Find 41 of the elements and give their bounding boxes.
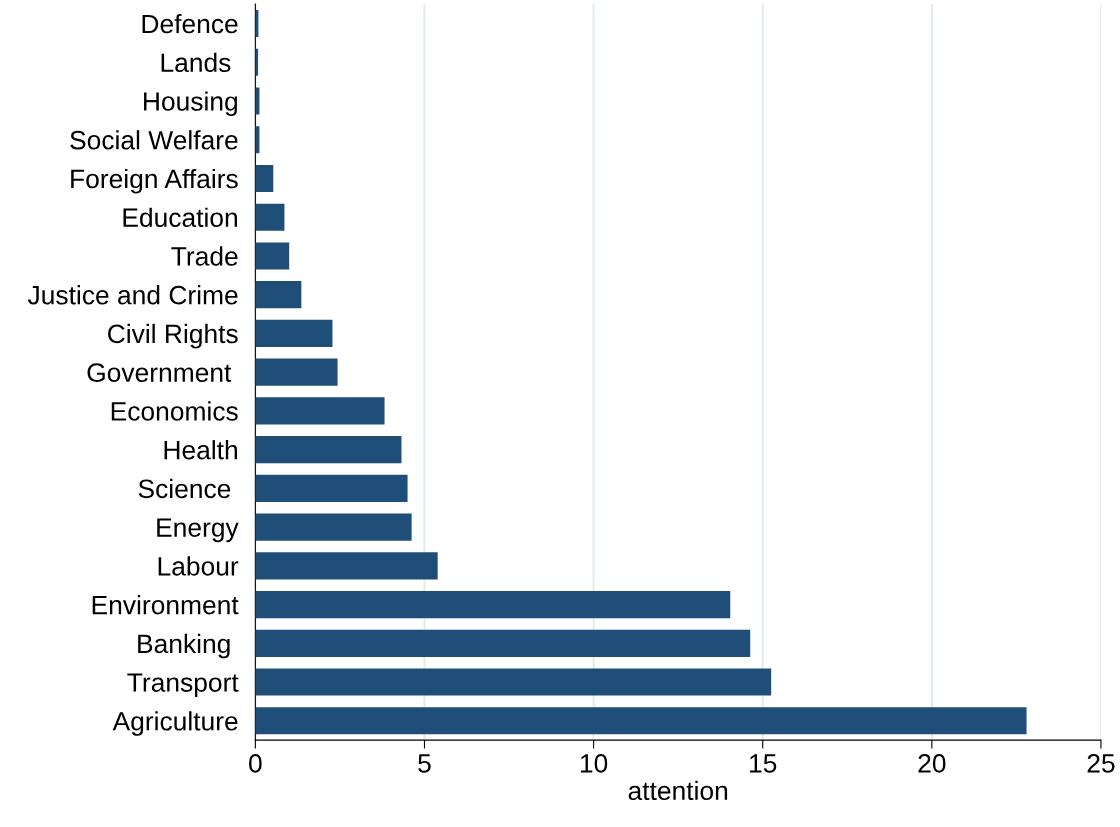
y-tick-label: Economics	[111, 401, 238, 421]
y-tick-label: Energy	[157, 518, 239, 543]
bar	[255, 474, 408, 502]
y-tick-label: Foreign Affairs	[71, 168, 238, 194]
bar	[255, 707, 1027, 735]
bar	[255, 513, 412, 541]
y-tick-label: Government	[87, 363, 232, 382]
y-tick-label: Lands	[161, 52, 231, 73]
y-tick-label: Justice and Crime	[27, 285, 238, 305]
x-axis-title: attention	[628, 780, 728, 801]
y-tick-label: Civil Rights	[108, 323, 238, 349]
y-tick-label: Defence	[142, 13, 238, 34]
x-tick-label: 25	[1087, 754, 1115, 773]
x-tick-label: 10	[580, 754, 608, 773]
y-tick-label: Environment	[92, 595, 239, 615]
y-tick-label: Labour	[158, 556, 239, 576]
x-tick-label: 0	[249, 754, 262, 773]
bar	[255, 629, 751, 657]
bar	[255, 242, 290, 270]
x-tick-label: 15	[750, 754, 777, 773]
y-tick-label: Banking	[138, 633, 230, 659]
y-tick-label: Housing	[144, 91, 237, 117]
bar	[255, 668, 772, 696]
bar	[255, 591, 731, 619]
y-tick-label: Science	[138, 478, 231, 499]
y-tick-label: Trade	[171, 246, 238, 266]
y-tick-label: Health	[164, 440, 237, 460]
bar	[255, 281, 302, 309]
bar	[255, 552, 438, 580]
bar	[255, 358, 338, 386]
y-tick-label: Education	[123, 207, 237, 228]
bar	[255, 319, 333, 347]
x-tick-label: 20	[918, 754, 946, 773]
bar	[255, 164, 274, 193]
y-tick-label: Transport	[127, 673, 239, 698]
bar	[255, 436, 402, 464]
bar	[255, 203, 285, 231]
bar	[255, 397, 385, 425]
x-tick-label: 5	[418, 754, 431, 773]
y-tick-label: Social Welfare	[70, 130, 238, 150]
y-tick-label: Agriculture	[112, 711, 238, 736]
